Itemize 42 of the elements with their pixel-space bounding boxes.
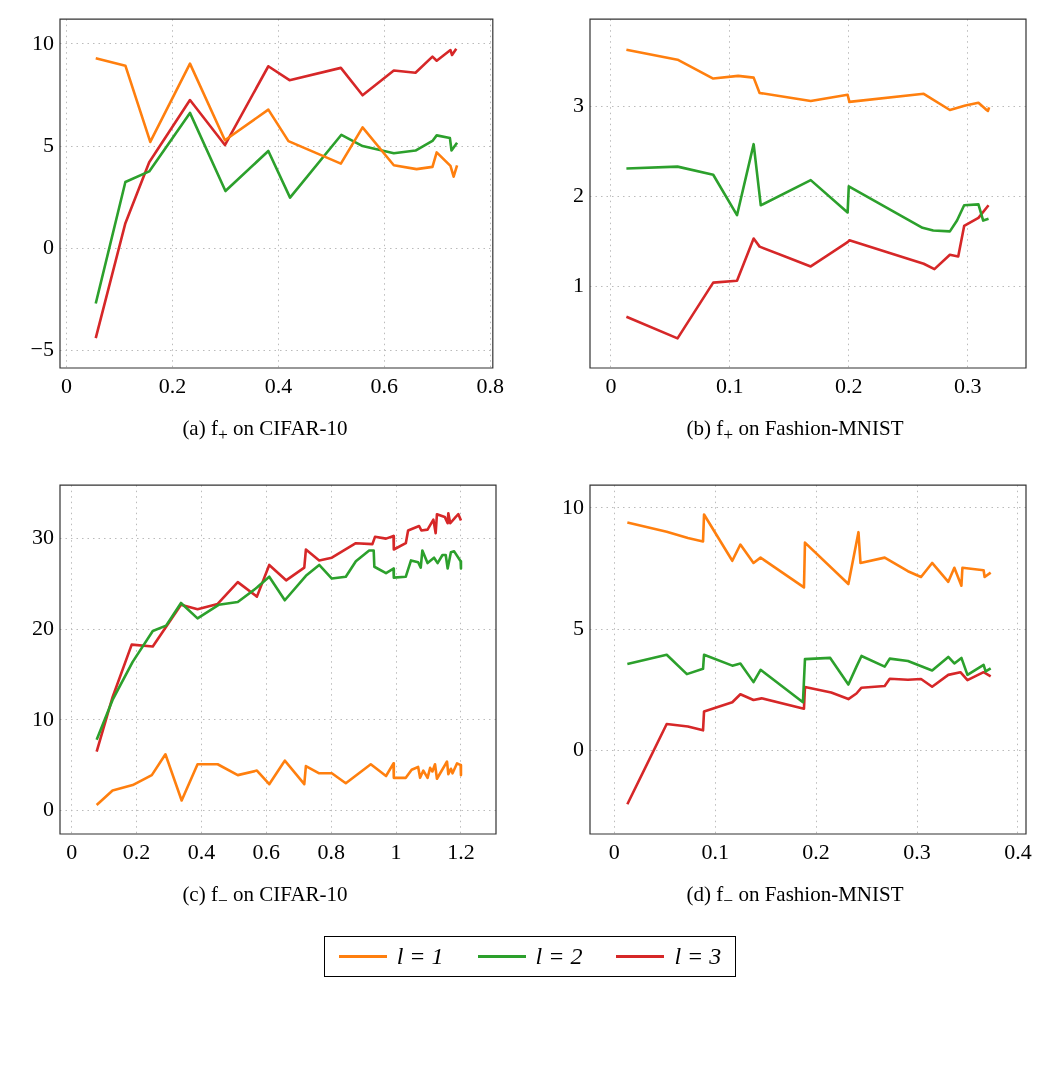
y-tick-label: 10 <box>32 29 54 55</box>
y-tick-label: 1 <box>573 271 584 297</box>
x-tick-label: 0.8 <box>476 372 504 398</box>
legend-label: l = 1 <box>396 943 444 970</box>
y-tick-label: −5 <box>30 336 54 362</box>
y-tick-label: 0 <box>43 234 54 260</box>
x-tick-label: 1.2 <box>447 838 475 864</box>
x-tick-label: 0.6 <box>252 838 281 864</box>
y-tick-label: 10 <box>32 705 54 731</box>
x-tick-label: 0.2 <box>835 372 863 398</box>
y-tick-label: 0 <box>43 796 54 822</box>
text: (b) f$_{+}$ on Fashion-MNIST <box>685 416 905 446</box>
x-tick-label: 0.4 <box>187 838 216 864</box>
y-tick-label: 5 <box>43 131 54 157</box>
x-tick-label: 0.8 <box>317 838 345 864</box>
x-tick-label: 0.1 <box>716 372 744 398</box>
x-tick-label: 0.6 <box>370 372 399 398</box>
x-tick-label: 0 <box>605 372 617 398</box>
legend-label: l = 2 <box>535 943 583 970</box>
legend-label: l = 3 <box>674 943 722 970</box>
x-tick-label: 0.2 <box>802 838 830 864</box>
x-tick-label: 0 <box>608 838 620 864</box>
y-tick-label: 0 <box>573 735 584 761</box>
x-tick-label: 0 <box>66 838 78 864</box>
x-tick-label: 0.3 <box>903 838 931 864</box>
x-tick-label: 0.2 <box>122 838 151 864</box>
y-tick-label: 20 <box>32 615 54 641</box>
x-tick-label: 0.4 <box>1004 838 1032 864</box>
y-tick-label: 3 <box>573 92 584 118</box>
text: (c) f$_{−}$ on CIFAR-10 <box>181 882 349 912</box>
y-tick-label: 5 <box>573 614 584 640</box>
x-tick-label: 0.3 <box>953 372 982 398</box>
y-tick-label: 30 <box>32 524 54 550</box>
x-tick-label: 0.1 <box>701 838 729 864</box>
text: (a) f$_{+}$ on CIFAR-10 <box>181 416 349 446</box>
x-tick-label: 0 <box>61 372 73 398</box>
x-tick-label: 1 <box>390 838 402 864</box>
x-tick-label: 0.4 <box>264 372 293 398</box>
y-tick-label: 10 <box>562 493 584 519</box>
text: (d) f$_{−}$ on Fashion-MNIST <box>685 882 905 912</box>
y-tick-label: 2 <box>573 182 584 208</box>
x-tick-label: 0.2 <box>158 372 187 398</box>
